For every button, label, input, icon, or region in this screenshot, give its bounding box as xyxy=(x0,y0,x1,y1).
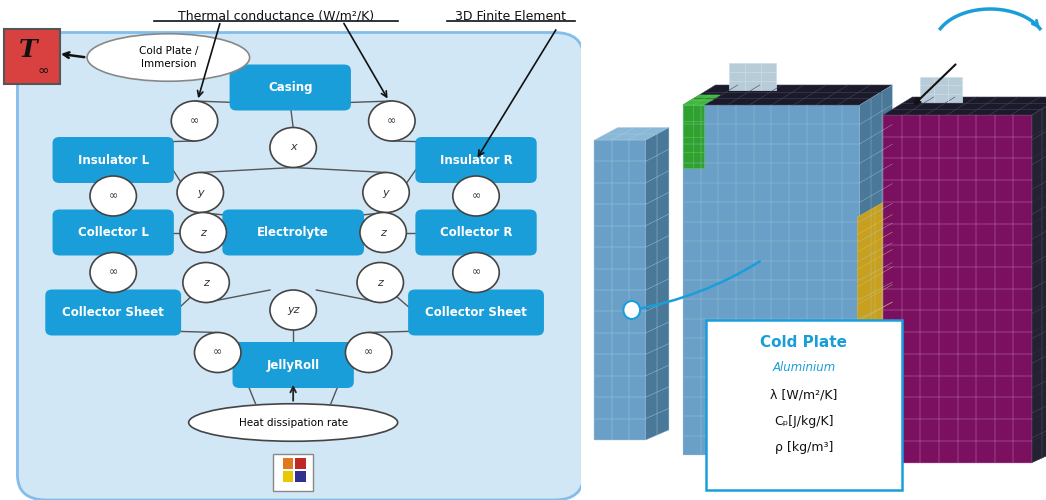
Circle shape xyxy=(183,262,229,302)
Circle shape xyxy=(345,332,392,372)
Polygon shape xyxy=(683,95,720,105)
Bar xyxy=(295,458,305,468)
Circle shape xyxy=(270,128,316,168)
Polygon shape xyxy=(683,85,892,105)
Text: Casing: Casing xyxy=(268,81,313,94)
Polygon shape xyxy=(1032,97,1046,463)
Circle shape xyxy=(357,262,404,302)
Text: Aluminium: Aluminium xyxy=(772,361,836,374)
Circle shape xyxy=(195,332,241,372)
Circle shape xyxy=(363,172,409,212)
FancyBboxPatch shape xyxy=(52,137,174,183)
FancyBboxPatch shape xyxy=(45,290,181,336)
FancyBboxPatch shape xyxy=(415,210,537,256)
Ellipse shape xyxy=(188,404,397,441)
Text: 3D Finite Element: 3D Finite Element xyxy=(455,10,566,22)
Text: Thermal conductance (W/m²/K): Thermal conductance (W/m²/K) xyxy=(178,10,373,22)
Polygon shape xyxy=(858,197,892,357)
Text: Collector L: Collector L xyxy=(77,226,149,239)
Bar xyxy=(295,470,305,482)
Polygon shape xyxy=(860,85,892,455)
Polygon shape xyxy=(729,62,776,90)
Polygon shape xyxy=(883,97,1046,115)
Polygon shape xyxy=(683,105,860,455)
Text: Cₚ[J/kg/K]: Cₚ[J/kg/K] xyxy=(774,414,834,428)
Circle shape xyxy=(623,301,640,319)
Circle shape xyxy=(172,101,218,141)
FancyBboxPatch shape xyxy=(230,64,350,110)
Polygon shape xyxy=(683,105,704,168)
Polygon shape xyxy=(645,128,669,440)
Circle shape xyxy=(453,252,499,292)
Text: ∞: ∞ xyxy=(472,191,481,201)
FancyBboxPatch shape xyxy=(52,210,174,256)
Bar xyxy=(282,458,293,468)
Text: z: z xyxy=(200,228,206,237)
Text: ∞: ∞ xyxy=(472,268,481,278)
FancyBboxPatch shape xyxy=(706,320,902,490)
Circle shape xyxy=(180,212,226,252)
Ellipse shape xyxy=(87,34,250,81)
Text: ∞: ∞ xyxy=(109,191,118,201)
Polygon shape xyxy=(883,115,1032,463)
Text: Collector Sheet: Collector Sheet xyxy=(63,306,164,319)
Circle shape xyxy=(270,290,316,330)
Polygon shape xyxy=(1032,97,1046,463)
Text: y: y xyxy=(383,188,389,198)
Bar xyxy=(282,470,293,482)
Circle shape xyxy=(368,101,415,141)
FancyBboxPatch shape xyxy=(4,28,60,84)
Text: Cold Plate: Cold Plate xyxy=(760,335,847,350)
FancyBboxPatch shape xyxy=(415,137,537,183)
Text: x: x xyxy=(290,142,296,152)
FancyBboxPatch shape xyxy=(408,290,544,336)
Text: ∞: ∞ xyxy=(364,348,373,358)
Circle shape xyxy=(360,212,407,252)
Text: z: z xyxy=(378,278,383,287)
Text: Insulator R: Insulator R xyxy=(439,154,513,166)
Text: T: T xyxy=(19,38,37,62)
Text: Electrolyte: Electrolyte xyxy=(257,226,329,239)
Text: ∞: ∞ xyxy=(38,64,49,78)
FancyBboxPatch shape xyxy=(223,210,364,256)
Polygon shape xyxy=(594,140,645,440)
Circle shape xyxy=(90,176,136,216)
Text: ∞: ∞ xyxy=(213,348,223,358)
Text: ∞: ∞ xyxy=(190,116,199,126)
Text: Cold Plate /
Immersion: Cold Plate / Immersion xyxy=(139,46,198,69)
Circle shape xyxy=(90,252,136,292)
Text: ∞: ∞ xyxy=(387,116,396,126)
Text: Heat dissipation rate: Heat dissipation rate xyxy=(238,418,347,428)
Polygon shape xyxy=(594,128,669,140)
Text: Collector Sheet: Collector Sheet xyxy=(425,306,527,319)
FancyBboxPatch shape xyxy=(273,454,313,491)
Text: ρ [kg/m³]: ρ [kg/m³] xyxy=(775,441,834,454)
FancyBboxPatch shape xyxy=(18,32,584,500)
Text: y: y xyxy=(197,188,204,198)
FancyBboxPatch shape xyxy=(232,342,354,388)
Text: yz: yz xyxy=(287,305,299,315)
Text: Insulator L: Insulator L xyxy=(77,154,149,166)
Text: ∞: ∞ xyxy=(109,268,118,278)
Text: z: z xyxy=(203,278,209,287)
Polygon shape xyxy=(920,77,962,102)
Circle shape xyxy=(177,172,224,212)
Text: JellyRoll: JellyRoll xyxy=(267,358,320,372)
Text: z: z xyxy=(380,228,386,237)
Text: Collector R: Collector R xyxy=(439,226,513,239)
Circle shape xyxy=(453,176,499,216)
Text: λ [W/m²/K]: λ [W/m²/K] xyxy=(770,388,838,402)
